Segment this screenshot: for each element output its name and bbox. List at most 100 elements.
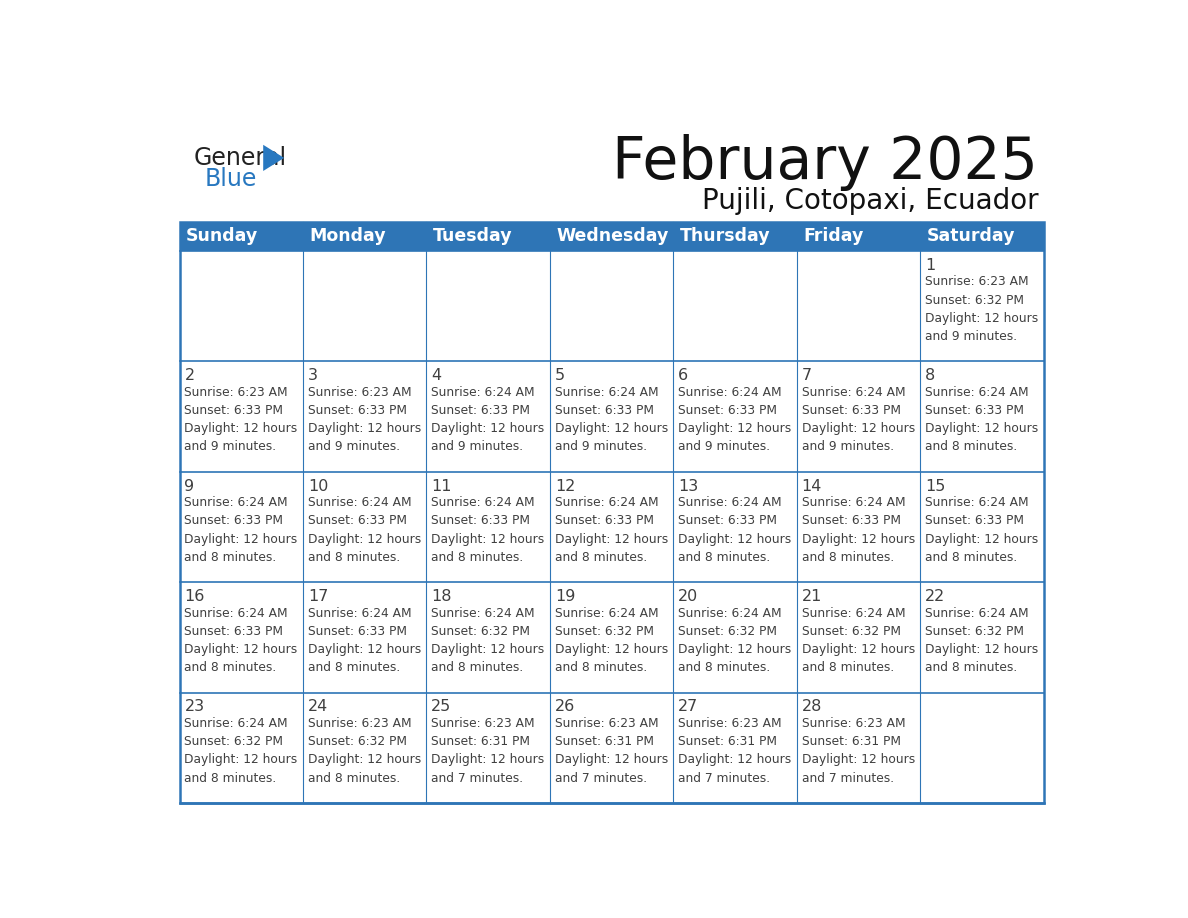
Text: Sunrise: 6:24 AM: Sunrise: 6:24 AM (802, 607, 905, 620)
Text: and 9 minutes.: and 9 minutes. (184, 441, 277, 453)
Text: and 8 minutes.: and 8 minutes. (802, 661, 893, 675)
FancyBboxPatch shape (179, 693, 303, 803)
FancyBboxPatch shape (426, 362, 550, 472)
Text: and 8 minutes.: and 8 minutes. (184, 551, 277, 564)
Text: and 8 minutes.: and 8 minutes. (431, 551, 524, 564)
Text: Pujili, Cotopaxi, Ecuador: Pujili, Cotopaxi, Ecuador (702, 187, 1038, 215)
Text: Sunrise: 6:24 AM: Sunrise: 6:24 AM (431, 386, 535, 398)
Text: and 7 minutes.: and 7 minutes. (802, 772, 893, 785)
Text: Daylight: 12 hours: Daylight: 12 hours (802, 643, 915, 656)
Text: Daylight: 12 hours: Daylight: 12 hours (184, 422, 298, 435)
FancyBboxPatch shape (179, 472, 303, 582)
Text: 24: 24 (308, 700, 328, 714)
Text: 27: 27 (678, 700, 699, 714)
Text: Sunrise: 6:24 AM: Sunrise: 6:24 AM (308, 497, 411, 509)
Text: Sunrise: 6:24 AM: Sunrise: 6:24 AM (184, 497, 287, 509)
Text: Sunset: 6:33 PM: Sunset: 6:33 PM (925, 404, 1024, 417)
Text: Sunrise: 6:24 AM: Sunrise: 6:24 AM (802, 497, 905, 509)
Text: 4: 4 (431, 368, 442, 383)
Text: 16: 16 (184, 589, 204, 604)
Text: Sunrise: 6:24 AM: Sunrise: 6:24 AM (431, 607, 535, 620)
Text: Sunset: 6:33 PM: Sunset: 6:33 PM (678, 514, 777, 528)
Text: Daylight: 12 hours: Daylight: 12 hours (431, 422, 544, 435)
Text: 6: 6 (678, 368, 688, 383)
Text: Sunset: 6:32 PM: Sunset: 6:32 PM (555, 625, 653, 638)
Text: and 8 minutes.: and 8 minutes. (184, 772, 277, 785)
Text: and 9 minutes.: and 9 minutes. (431, 441, 524, 453)
Text: 21: 21 (802, 589, 822, 604)
Text: and 8 minutes.: and 8 minutes. (678, 551, 771, 564)
Text: Tuesday: Tuesday (432, 228, 512, 245)
FancyBboxPatch shape (797, 362, 921, 472)
Text: Sunrise: 6:23 AM: Sunrise: 6:23 AM (678, 717, 782, 730)
FancyBboxPatch shape (303, 251, 426, 362)
FancyBboxPatch shape (179, 362, 303, 472)
Text: Daylight: 12 hours: Daylight: 12 hours (925, 312, 1038, 325)
Text: Daylight: 12 hours: Daylight: 12 hours (678, 754, 791, 767)
Text: Sunset: 6:32 PM: Sunset: 6:32 PM (431, 625, 530, 638)
FancyBboxPatch shape (550, 693, 674, 803)
Text: and 8 minutes.: and 8 minutes. (925, 661, 1017, 675)
Text: and 8 minutes.: and 8 minutes. (184, 661, 277, 675)
Text: Daylight: 12 hours: Daylight: 12 hours (431, 643, 544, 656)
Text: Daylight: 12 hours: Daylight: 12 hours (184, 643, 298, 656)
Text: Sunset: 6:31 PM: Sunset: 6:31 PM (431, 735, 530, 748)
Text: Daylight: 12 hours: Daylight: 12 hours (802, 754, 915, 767)
Text: Daylight: 12 hours: Daylight: 12 hours (555, 643, 668, 656)
Text: 12: 12 (555, 478, 575, 494)
FancyBboxPatch shape (797, 693, 921, 803)
Text: and 8 minutes.: and 8 minutes. (308, 661, 400, 675)
Text: Sunrise: 6:24 AM: Sunrise: 6:24 AM (555, 497, 658, 509)
Text: Sunrise: 6:23 AM: Sunrise: 6:23 AM (925, 275, 1029, 288)
FancyBboxPatch shape (550, 582, 674, 693)
Text: and 8 minutes.: and 8 minutes. (555, 661, 647, 675)
Text: and 8 minutes.: and 8 minutes. (925, 551, 1017, 564)
FancyBboxPatch shape (303, 222, 426, 251)
Text: Sunrise: 6:23 AM: Sunrise: 6:23 AM (308, 386, 411, 398)
Text: Sunrise: 6:24 AM: Sunrise: 6:24 AM (184, 717, 287, 730)
Text: 25: 25 (431, 700, 451, 714)
Text: Sunrise: 6:23 AM: Sunrise: 6:23 AM (184, 386, 287, 398)
Text: and 7 minutes.: and 7 minutes. (678, 772, 770, 785)
Text: 7: 7 (802, 368, 811, 383)
FancyBboxPatch shape (797, 582, 921, 693)
Text: 14: 14 (802, 478, 822, 494)
Text: February 2025: February 2025 (612, 134, 1038, 191)
Text: and 8 minutes.: and 8 minutes. (555, 551, 647, 564)
Text: Sunset: 6:33 PM: Sunset: 6:33 PM (308, 625, 406, 638)
Text: Sunrise: 6:23 AM: Sunrise: 6:23 AM (308, 717, 411, 730)
FancyBboxPatch shape (303, 472, 426, 582)
Text: and 9 minutes.: and 9 minutes. (678, 441, 770, 453)
Text: Sunset: 6:33 PM: Sunset: 6:33 PM (555, 404, 653, 417)
FancyBboxPatch shape (797, 472, 921, 582)
Text: Sunset: 6:32 PM: Sunset: 6:32 PM (925, 625, 1024, 638)
Text: Sunset: 6:33 PM: Sunset: 6:33 PM (431, 404, 530, 417)
FancyBboxPatch shape (426, 472, 550, 582)
FancyBboxPatch shape (426, 693, 550, 803)
FancyBboxPatch shape (674, 362, 797, 472)
Text: and 8 minutes.: and 8 minutes. (802, 551, 893, 564)
Text: Daylight: 12 hours: Daylight: 12 hours (802, 422, 915, 435)
Text: 3: 3 (308, 368, 318, 383)
Text: Sunrise: 6:24 AM: Sunrise: 6:24 AM (678, 497, 782, 509)
Text: Sunrise: 6:24 AM: Sunrise: 6:24 AM (555, 386, 658, 398)
Text: Daylight: 12 hours: Daylight: 12 hours (184, 532, 298, 545)
Text: Sunset: 6:31 PM: Sunset: 6:31 PM (802, 735, 901, 748)
Text: and 7 minutes.: and 7 minutes. (431, 772, 524, 785)
Text: Sunrise: 6:23 AM: Sunrise: 6:23 AM (802, 717, 905, 730)
Text: Sunset: 6:33 PM: Sunset: 6:33 PM (431, 514, 530, 528)
Text: Sunrise: 6:24 AM: Sunrise: 6:24 AM (925, 497, 1029, 509)
Text: Daylight: 12 hours: Daylight: 12 hours (308, 643, 421, 656)
Text: and 8 minutes.: and 8 minutes. (678, 661, 771, 675)
FancyBboxPatch shape (921, 472, 1043, 582)
FancyBboxPatch shape (921, 693, 1043, 803)
Text: Sunrise: 6:23 AM: Sunrise: 6:23 AM (431, 717, 535, 730)
FancyBboxPatch shape (797, 222, 921, 251)
FancyBboxPatch shape (674, 251, 797, 362)
Text: Sunset: 6:32 PM: Sunset: 6:32 PM (184, 735, 284, 748)
Text: Sunrise: 6:23 AM: Sunrise: 6:23 AM (555, 717, 658, 730)
FancyBboxPatch shape (674, 472, 797, 582)
Text: 11: 11 (431, 478, 451, 494)
FancyBboxPatch shape (921, 251, 1043, 362)
Text: 22: 22 (925, 589, 946, 604)
